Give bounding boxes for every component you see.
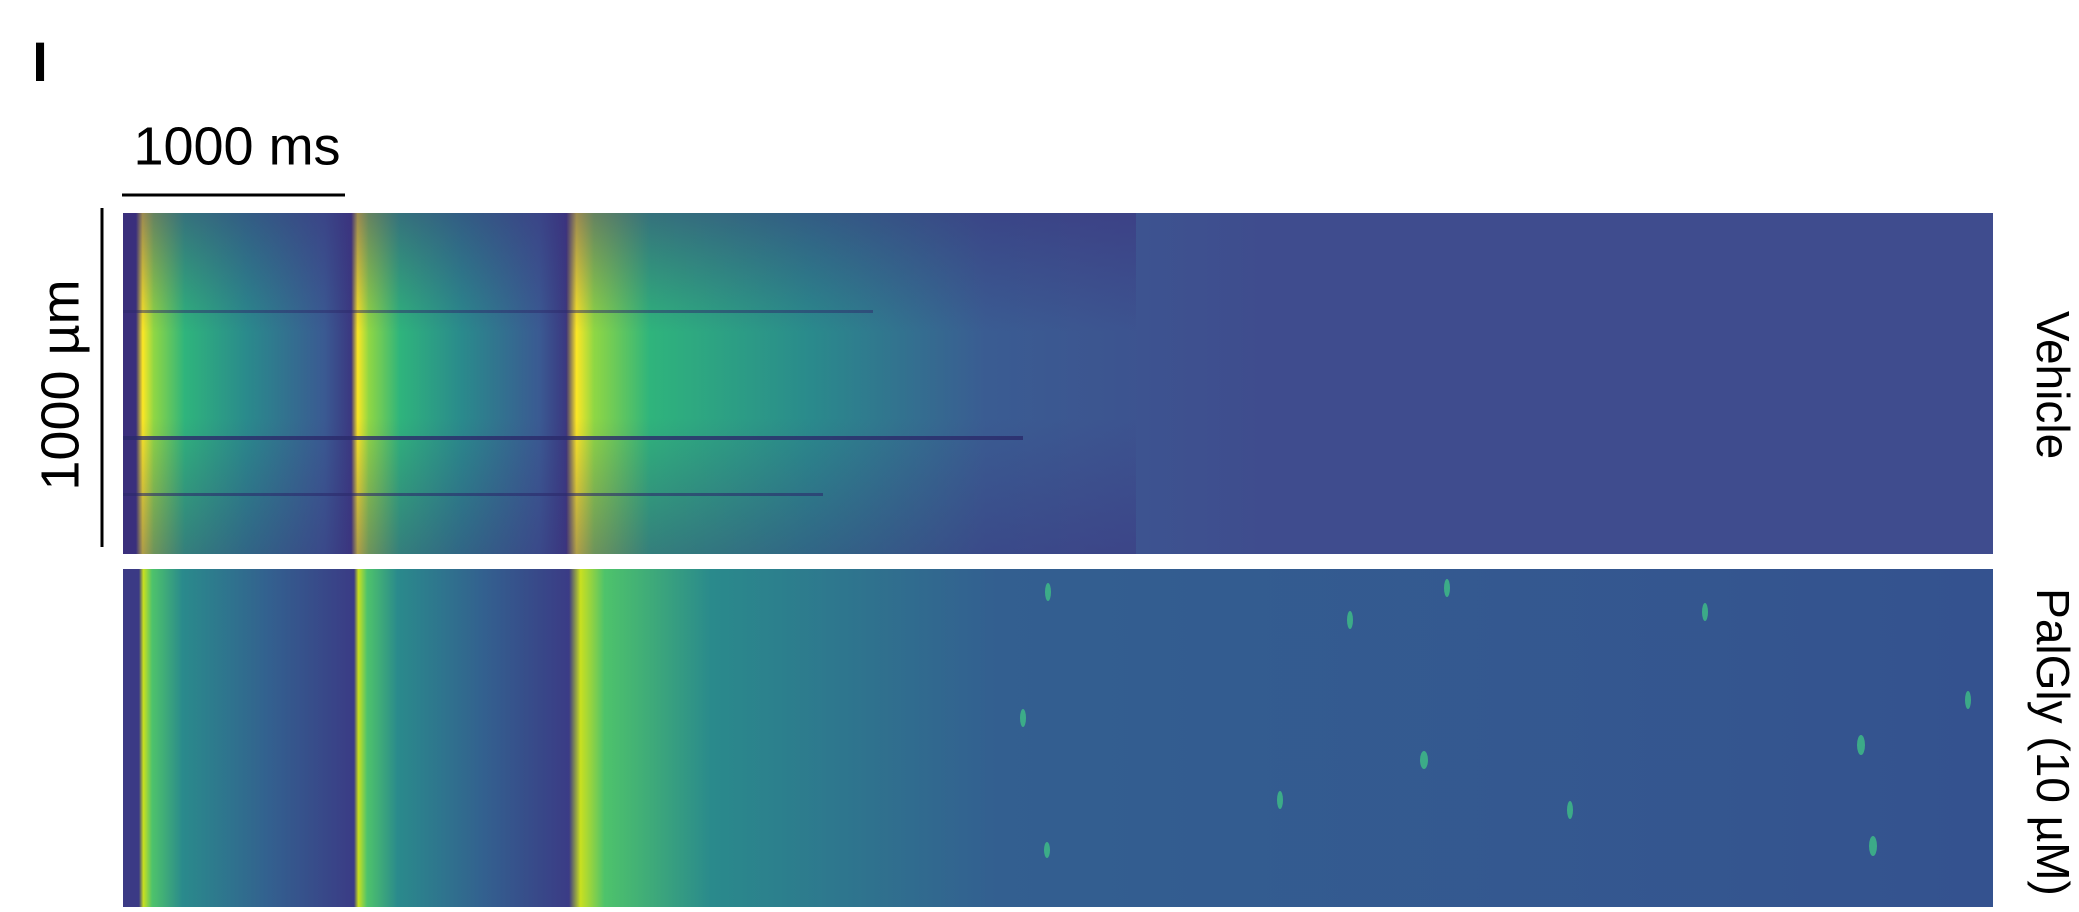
cell-boundary bbox=[123, 436, 1023, 440]
calcium-wave bbox=[569, 569, 1993, 907]
cell-boundary bbox=[123, 310, 873, 313]
condition-label: Vehicle bbox=[2027, 311, 2079, 459]
space-scale-label: 1000 µm bbox=[30, 279, 90, 490]
calcium-wave bbox=[139, 569, 357, 907]
panel-label: I bbox=[32, 30, 48, 93]
condition-label: PalGly (10 µM) bbox=[2027, 588, 2079, 896]
kymograph-palgly bbox=[123, 569, 1993, 907]
wave-shading bbox=[136, 213, 1136, 554]
sparks bbox=[1020, 579, 1971, 858]
pre-stimulus bbox=[123, 569, 141, 907]
calcium-wave bbox=[354, 569, 572, 907]
kymograph-vehicle bbox=[123, 213, 1993, 554]
pre-stimulus bbox=[123, 213, 138, 554]
time-scale-label: 1000 ms bbox=[133, 116, 340, 176]
cell-boundary bbox=[123, 493, 823, 496]
